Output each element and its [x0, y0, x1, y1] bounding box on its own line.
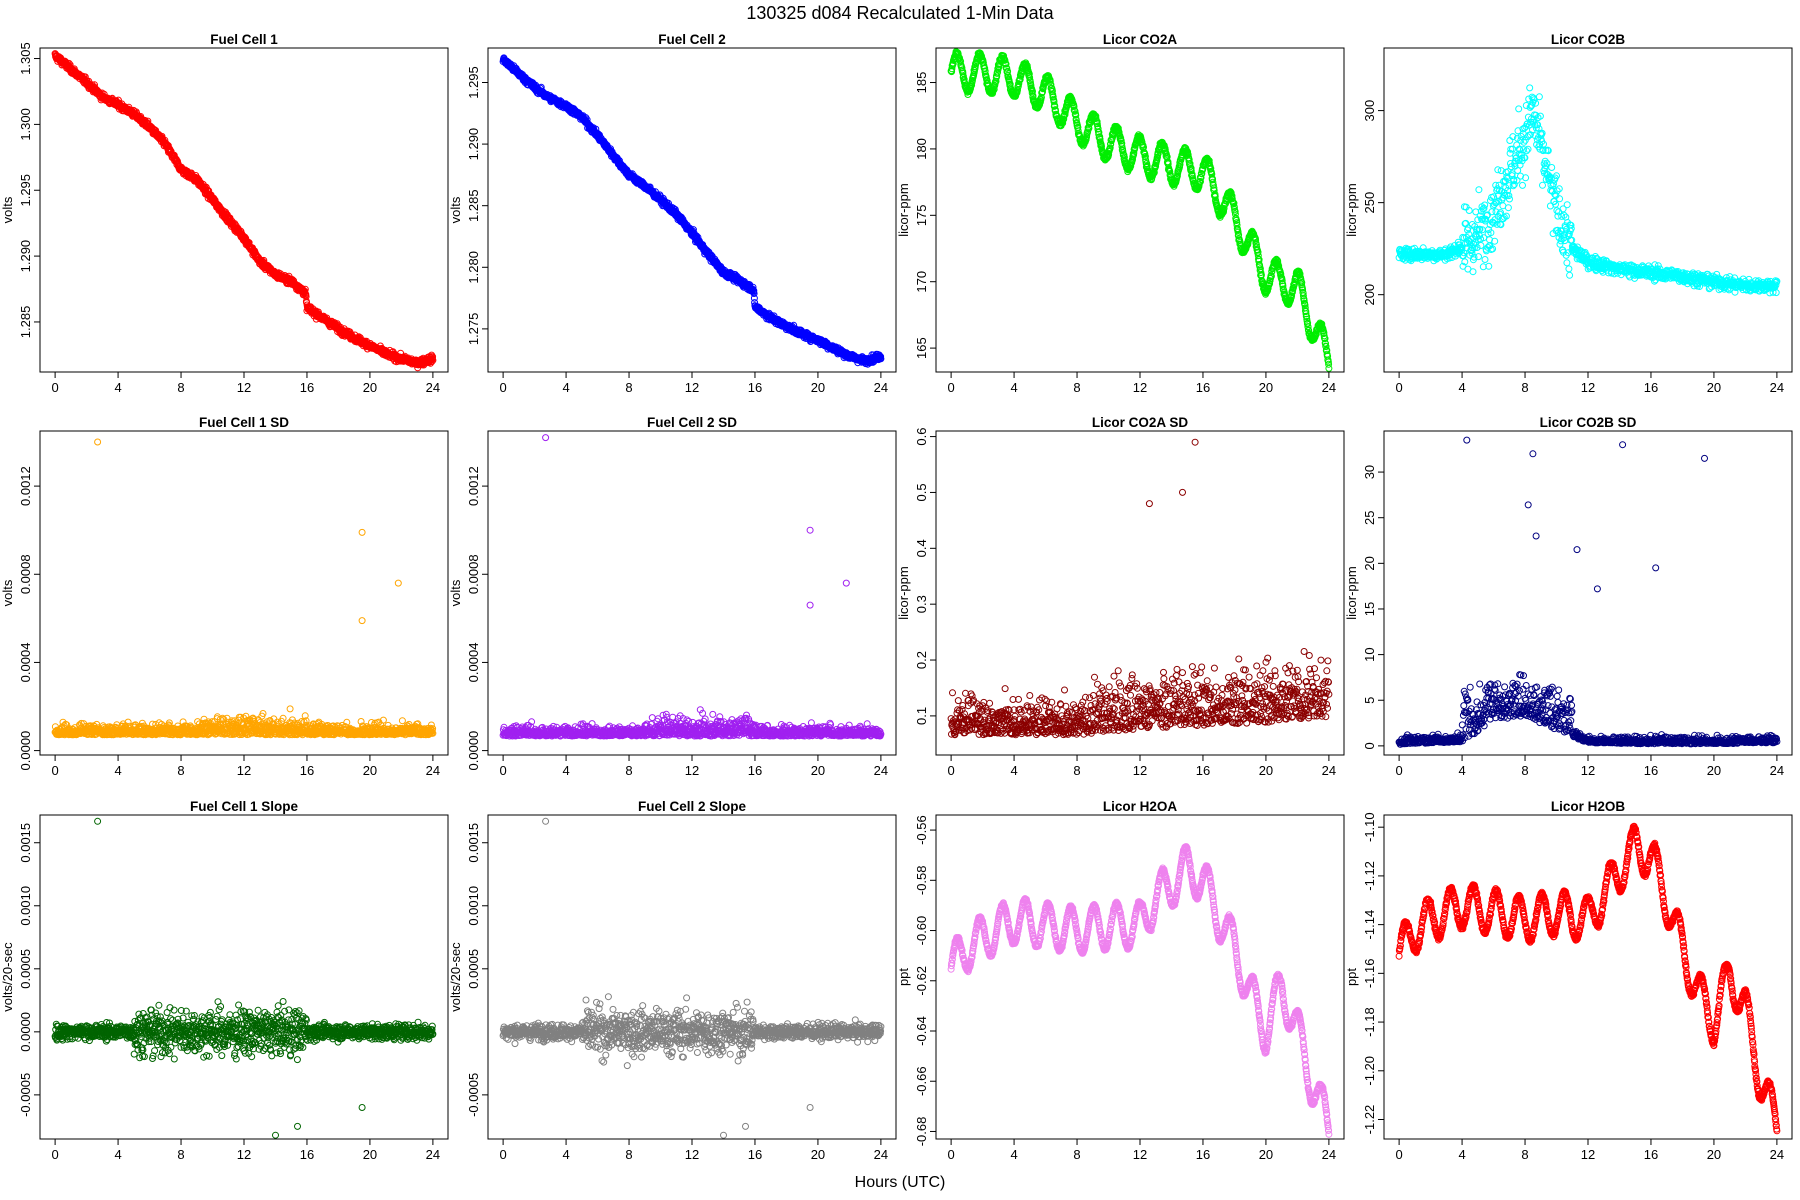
data-points — [51, 50, 437, 372]
plot-frame — [935, 47, 1345, 373]
x-tick-label: 4 — [114, 380, 121, 395]
panel-title: Fuel Cell 2 — [658, 32, 726, 47]
y-tick-label: 1.285 — [466, 189, 481, 222]
x-tick-label: 20 — [811, 380, 825, 395]
y-tick-label: 180 — [914, 138, 929, 160]
y-tick-label: 1.290 — [466, 128, 481, 161]
data-points — [499, 54, 885, 368]
panel-fc2: Fuel Cell 2 0 4 8 12 16 20 24 1.275 1.280 1.285 1.2… — [448, 32, 897, 395]
data-point — [1566, 271, 1574, 279]
x-tick-label: 0 — [499, 380, 506, 395]
x-tick-label: 12 — [237, 380, 251, 395]
panel-title: Licor CO2B — [1551, 32, 1626, 47]
x-tick-label: 8 — [177, 380, 184, 395]
data-point — [1469, 268, 1477, 276]
y-tick-label: 1.290 — [18, 240, 33, 273]
data-point — [1325, 364, 1333, 372]
y-tick-label: 1.280 — [466, 251, 481, 284]
data-point — [1504, 204, 1512, 212]
x-tick-label: 8 — [625, 380, 632, 395]
data-point — [1535, 93, 1543, 101]
panel-grid: Fuel Cell 1 0 4 8 12 16 20 24 1.285 1.290 1.295 1.3… — [0, 32, 1793, 1162]
y-tick-label: 1.300 — [18, 108, 33, 141]
data-point — [1556, 195, 1564, 203]
data-point — [1475, 186, 1483, 194]
data-point — [1475, 253, 1482, 261]
x-tick-label: 4 — [562, 380, 569, 395]
y-tick-label: 1.285 — [18, 306, 33, 339]
y-axis-label: licor-ppm — [896, 183, 911, 236]
y-tick-label: 1.295 — [466, 66, 481, 99]
x-tick-label: 20 — [1259, 380, 1273, 395]
x-tick-label: 16 — [748, 380, 762, 395]
y-tick-label: 1.275 — [466, 313, 481, 346]
y-tick-label: 165 — [914, 337, 929, 359]
data-point — [1506, 137, 1514, 144]
data-point — [1519, 181, 1526, 189]
data-point — [1565, 265, 1573, 273]
data-point — [1524, 145, 1532, 153]
data-points — [1395, 84, 1781, 297]
x-tick-label: 4 — [1010, 380, 1017, 395]
x-tick-label: 0 — [947, 380, 954, 395]
data-point — [1539, 181, 1546, 189]
panel-title: Licor CO2A — [1103, 32, 1178, 47]
y-tick-label: 1.305 — [18, 42, 33, 75]
y-axis-label: volts — [0, 196, 15, 223]
y-tick-label: 1.295 — [18, 174, 33, 207]
data-point — [1563, 201, 1571, 209]
data-point — [1526, 84, 1534, 92]
x-tick-label: 24 — [1322, 380, 1336, 395]
x-tick-label: 12 — [1133, 380, 1147, 395]
y-axis-label: volts — [448, 196, 463, 223]
y-tick-label: 185 — [914, 72, 929, 94]
y-tick-label: 170 — [914, 271, 929, 293]
y-tick-label: 175 — [914, 204, 929, 226]
data-point — [1481, 256, 1489, 263]
x-tick-label: 0 — [51, 380, 58, 395]
x-tick-label: 20 — [363, 380, 377, 395]
data-point — [1563, 259, 1571, 267]
x-tick-label: 24 — [426, 380, 440, 395]
panel-co2a: Licor CO2A 0 4 8 12 16 20 24 165 170 175 180 185 lico… — [896, 32, 1345, 395]
data-points — [947, 48, 1333, 372]
x-tick-label: 16 — [300, 380, 314, 395]
panel-fc1: Fuel Cell 1 0 4 8 12 16 20 24 1.285 1.290 1.295 1.3… — [0, 32, 449, 395]
panel-title: Fuel Cell 1 — [210, 32, 278, 47]
data-point — [1515, 105, 1523, 113]
page-title: 130325 d084 Recalculated 1-Min Data — [746, 3, 1054, 23]
x-tick-label: 8 — [1073, 380, 1080, 395]
x-tick-label: 12 — [685, 380, 699, 395]
x-tick-label: 24 — [874, 380, 888, 395]
data-point — [1548, 164, 1556, 171]
x-tick-label: 16 — [1196, 380, 1210, 395]
